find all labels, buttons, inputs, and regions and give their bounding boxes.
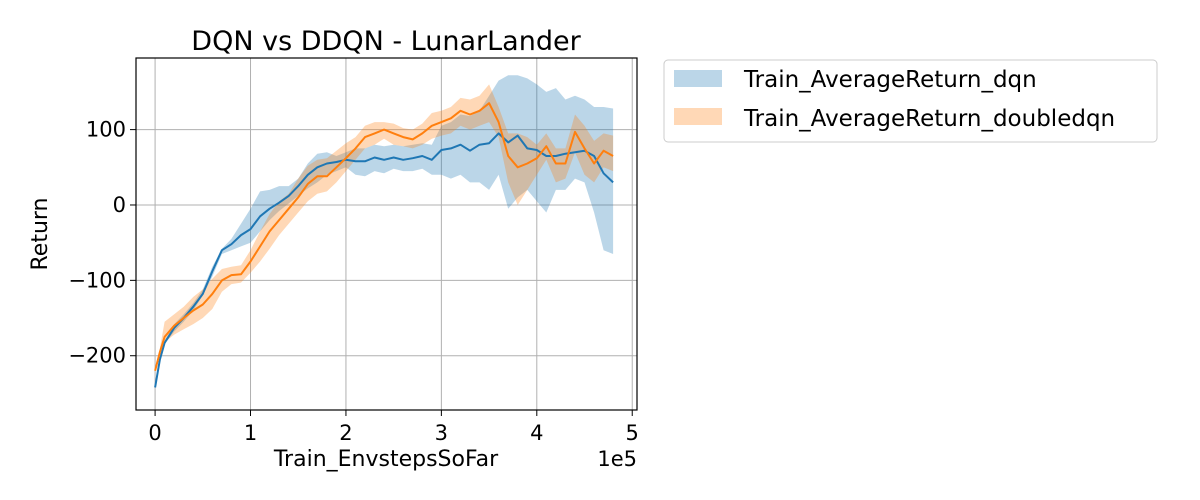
y-tick-label: −100 bbox=[68, 268, 126, 292]
y-tick-label: 100 bbox=[86, 118, 126, 142]
legend-swatch-dqn bbox=[674, 70, 722, 87]
legend-frame bbox=[663, 59, 1158, 143]
axis-ticks: 0 1 2 3 4 5 −200 −100 0 100 bbox=[68, 118, 639, 445]
plot-frame bbox=[135, 57, 638, 411]
legend: Train_AverageReturn_dqn Train_AverageRet… bbox=[663, 59, 1158, 143]
confidence-bands bbox=[155, 75, 614, 388]
chart-title: DQN vs DDQN - LunarLander bbox=[191, 26, 581, 57]
x-tick-label: 3 bbox=[435, 421, 448, 445]
line-series-0 bbox=[154, 132, 614, 388]
x-tick-label: 5 bbox=[626, 421, 639, 445]
y-axis-label: Return bbox=[28, 197, 53, 270]
band-series-0 bbox=[155, 75, 614, 388]
legend-label-dqn: Train_AverageReturn_dqn bbox=[743, 67, 1037, 93]
x-tick-label: 0 bbox=[148, 421, 161, 445]
x-axis-label: Train_EnvstepsSoFar bbox=[273, 447, 499, 472]
x-axis-offset-label: 1e5 bbox=[597, 447, 637, 471]
grid bbox=[136, 58, 637, 410]
y-tick-label: −200 bbox=[68, 344, 126, 368]
x-tick-label: 4 bbox=[530, 421, 543, 445]
line-series-1 bbox=[154, 102, 614, 372]
x-tick-label: 2 bbox=[339, 421, 352, 445]
legend-swatch-doubledqn bbox=[674, 108, 722, 125]
legend-label-doubledqn: Train_AverageReturn_doubledqn bbox=[743, 106, 1115, 132]
x-tick-label: 1 bbox=[244, 421, 257, 445]
series-lines bbox=[154, 102, 614, 388]
y-tick-label: 0 bbox=[113, 193, 126, 217]
